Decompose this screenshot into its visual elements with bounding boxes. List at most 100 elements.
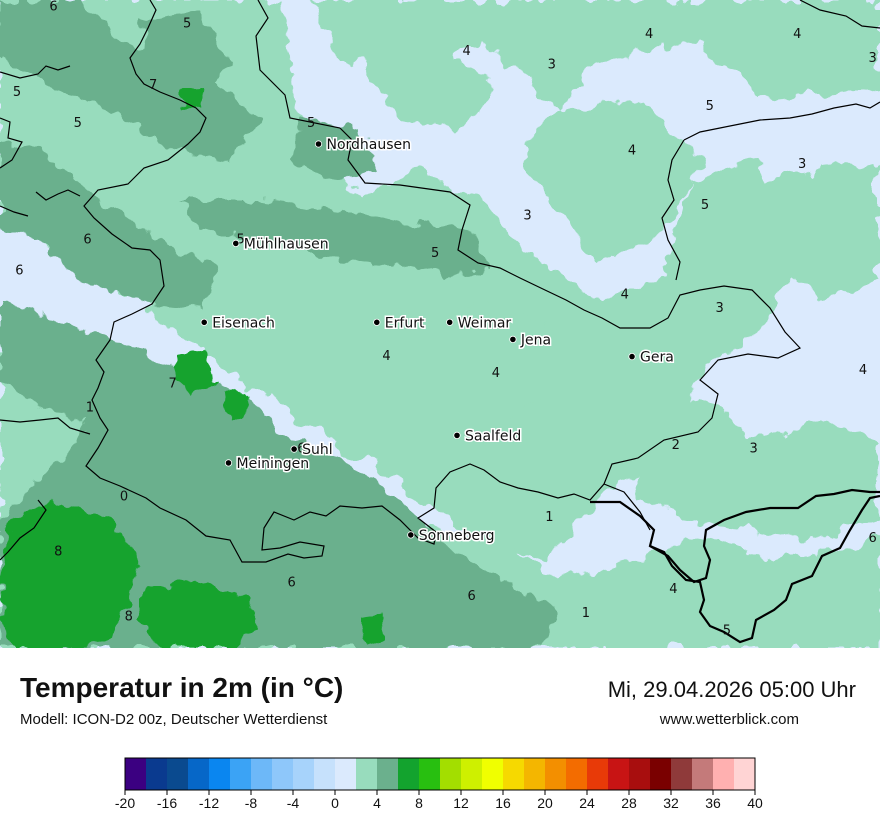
legend-swatch <box>272 758 294 790</box>
website-link[interactable]: www.wetterblick.com <box>659 711 799 728</box>
city-dot <box>200 318 208 326</box>
city-dot <box>373 318 381 326</box>
legend-swatch <box>608 758 630 790</box>
legend-swatch <box>692 758 714 790</box>
map-title: Temperatur in 2m (in °C) <box>20 672 344 703</box>
legend-swatch <box>188 758 210 790</box>
city-dot <box>509 335 517 343</box>
city-marker[interactable]: Saalfeld <box>453 427 523 446</box>
legend-swatch <box>167 758 189 790</box>
city-label: Saalfeld <box>465 428 521 444</box>
city-marker[interactable]: Gera <box>628 348 675 367</box>
legend-swatch <box>482 758 504 790</box>
temperature-value-label: 3 <box>749 442 757 457</box>
legend-swatch <box>314 758 336 790</box>
city-marker[interactable]: Mühlhausen <box>232 235 330 254</box>
temperature-value-label: 5 <box>237 233 245 248</box>
temperature-value-label: 4 <box>621 287 629 302</box>
legend-swatch <box>398 758 420 790</box>
city-dot <box>446 318 454 326</box>
legend-swatch <box>587 758 609 790</box>
temperature-value-label: 1 <box>545 510 553 525</box>
temperature-value-label: 6 <box>869 531 877 546</box>
temperature-value-label: 4 <box>859 363 867 378</box>
temperature-value-label: 3 <box>548 58 556 73</box>
temperature-value-label: 4 <box>793 27 801 42</box>
legend-tick-label: 12 <box>453 795 469 811</box>
temperature-value-label: 3 <box>715 301 723 316</box>
city-marker[interactable]: Suhl <box>290 441 334 460</box>
legend-swatch <box>545 758 567 790</box>
city-label: Sonneberg <box>419 528 495 544</box>
city-dot <box>224 459 233 467</box>
legend-swatch <box>566 758 588 790</box>
temperature-map[interactable]: 6 5 4 4 3 4 3 5 7 5 5 5 4 3 3 5 6 5 5 6 4 3 4 4 4 7 1 6 2 3 0 1 8 6 6 8 1 4 5 6… <box>0 0 880 648</box>
city-dot <box>314 140 323 148</box>
legend-swatch <box>629 758 651 790</box>
legend-swatch <box>419 758 441 790</box>
temperature-value-label: 4 <box>669 582 677 597</box>
city-marker[interactable]: Eisenach <box>200 314 276 333</box>
legend-swatch <box>734 758 756 790</box>
legend-tick-label: 20 <box>537 795 553 811</box>
city-label: Gera <box>640 350 674 366</box>
legend-swatch <box>503 758 525 790</box>
temperature-value-label: 5 <box>701 198 709 213</box>
legend-swatch <box>251 758 273 790</box>
temperature-value-label: 4 <box>628 143 636 158</box>
legend-swatch <box>209 758 231 790</box>
legend-swatch <box>356 758 378 790</box>
legend-tick-label: -8 <box>245 795 258 811</box>
legend-tick-label: -4 <box>287 795 300 811</box>
legend-tick-label: -20 <box>115 795 135 811</box>
city-marker[interactable]: Jena <box>509 331 553 350</box>
temperature-value-label: 8 <box>54 545 62 560</box>
national-border <box>649 488 880 584</box>
city-label: Eisenach <box>212 315 275 331</box>
city-label: Suhl <box>302 442 333 458</box>
temperature-value-label: 6 <box>288 575 296 590</box>
legend-swatch <box>293 758 315 790</box>
legend-swatch <box>461 758 483 790</box>
temperature-value-label: 3 <box>523 209 531 224</box>
temperature-value-label: 4 <box>492 366 500 381</box>
legend-swatch <box>671 758 693 790</box>
legend-swatch <box>524 758 546 790</box>
legend-swatch <box>650 758 672 790</box>
legend-tick-label: 36 <box>705 795 721 811</box>
city-dot <box>232 239 240 247</box>
legend-swatch <box>713 758 735 790</box>
legend-swatch <box>377 758 399 790</box>
legend-tick-label: 4 <box>373 795 381 811</box>
city-marker[interactable]: Nordhausen <box>314 136 413 155</box>
temperature-value-label: 4 <box>645 27 653 42</box>
legend-tick-label: -12 <box>199 795 219 811</box>
legend-tick-label: -16 <box>157 795 177 811</box>
legend-tick-label: 16 <box>495 795 511 811</box>
temperature-value-label: 1 <box>86 401 94 416</box>
city-marker[interactable]: Meiningen <box>224 454 311 473</box>
city-dot <box>290 445 298 453</box>
city-dot <box>407 531 415 539</box>
legend-swatch <box>230 758 252 790</box>
city-dot <box>628 352 636 361</box>
temperature-value-label: 6 <box>49 0 57 14</box>
city-marker[interactable]: Sonneberg <box>407 526 496 545</box>
temperature-value-label: 4 <box>463 44 471 59</box>
city-marker[interactable]: Erfurt <box>373 314 426 333</box>
temperature-value-label: 5 <box>13 85 21 100</box>
temperature-value-label: 2 <box>672 438 680 453</box>
legend-tick-label: 28 <box>621 795 637 811</box>
legend-swatch <box>335 758 357 790</box>
city-label: Erfurt <box>385 315 425 331</box>
temperature-value-label: 5 <box>431 246 439 261</box>
city-label: Mühlhausen <box>244 236 329 252</box>
temperature-value-label: 3 <box>798 157 806 172</box>
temperature-value-label: 6 <box>15 263 23 278</box>
temperature-value-label: 7 <box>149 78 157 93</box>
temperature-value-label: 0 <box>120 490 128 505</box>
model-info: Modell: ICON-D2 00z, Deutscher Wetterdie… <box>20 711 328 728</box>
temperature-value-label: 7 <box>168 377 176 392</box>
legend-tick-label: 24 <box>579 795 595 811</box>
city-marker[interactable]: Weimar <box>446 314 513 333</box>
